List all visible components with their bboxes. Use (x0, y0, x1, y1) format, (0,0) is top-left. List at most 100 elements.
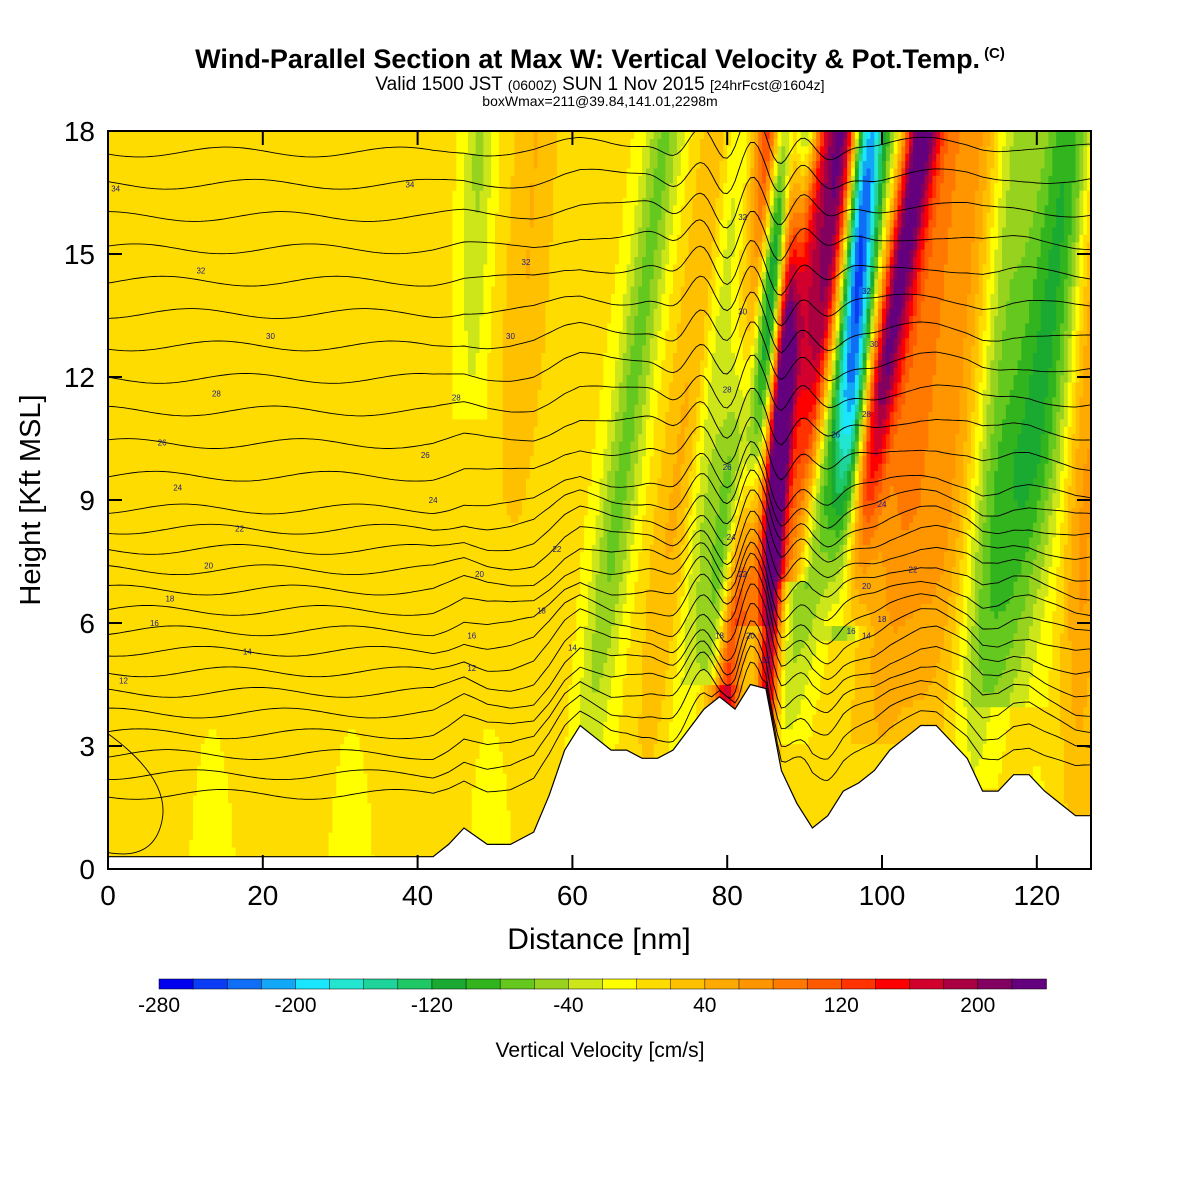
velocity-cell (174, 758, 178, 766)
velocity-cell (127, 839, 131, 847)
velocity-cell (224, 330, 228, 338)
velocity-cell (240, 515, 244, 523)
velocity-cell (127, 411, 131, 419)
velocity-cell (282, 677, 286, 685)
velocity-cell (178, 493, 182, 501)
velocity-cell (154, 596, 158, 604)
velocity-cell (286, 293, 290, 301)
velocity-cell (243, 729, 247, 737)
velocity-cell (174, 544, 178, 552)
velocity-cell (228, 256, 232, 264)
velocity-cell (127, 448, 131, 456)
velocity-cell (255, 603, 259, 611)
velocity-cell (127, 685, 131, 693)
velocity-cell (112, 478, 116, 486)
velocity-cell (127, 478, 131, 486)
velocity-cell (259, 411, 263, 419)
velocity-cell (286, 803, 290, 811)
velocity-cell (278, 138, 282, 146)
velocity-cell (271, 788, 275, 796)
velocity-cell (193, 810, 197, 818)
velocity-cell (290, 810, 294, 818)
velocity-cell (251, 744, 255, 752)
velocity-cell (197, 434, 201, 442)
velocity-cell (112, 434, 116, 442)
velocity-cell (290, 574, 294, 582)
velocity-cell (228, 685, 232, 693)
velocity-cell (251, 596, 255, 604)
velocity-cell (189, 168, 193, 176)
velocity-cell (278, 574, 282, 582)
velocity-cell (240, 485, 244, 493)
velocity-cell (116, 500, 120, 508)
velocity-cell (286, 441, 290, 449)
velocity-cell (232, 714, 236, 722)
velocity-cell (151, 463, 155, 471)
velocity-cell (185, 146, 189, 154)
velocity-cell (116, 648, 120, 656)
velocity-cell (286, 611, 290, 619)
velocity-cell (286, 301, 290, 309)
velocity-cell (201, 360, 205, 368)
velocity-cell (162, 330, 166, 338)
velocity-cell (147, 537, 151, 545)
velocity-cell (166, 810, 170, 818)
velocity-cell (135, 227, 139, 235)
velocity-cell (224, 389, 228, 397)
velocity-cell (123, 522, 127, 530)
velocity-cell (158, 810, 162, 818)
velocity-cell (127, 389, 131, 397)
velocity-cell (151, 685, 155, 693)
velocity-cell (278, 279, 282, 287)
velocity-cell (197, 345, 201, 353)
velocity-cell (224, 574, 228, 582)
velocity-cell (228, 434, 232, 442)
velocity-cell (162, 618, 166, 626)
velocity-cell (147, 419, 151, 427)
velocity-cell (197, 463, 201, 471)
velocity-cell (151, 530, 155, 538)
velocity-cell (174, 234, 178, 242)
velocity-cell (178, 131, 182, 139)
velocity-cell (274, 677, 278, 685)
velocity-cell (143, 264, 147, 272)
velocity-cell (267, 323, 271, 331)
velocity-cell (274, 803, 278, 811)
velocity-cell (274, 736, 278, 744)
velocity-cell (216, 463, 220, 471)
velocity-cell (290, 286, 294, 294)
velocity-cell (278, 780, 282, 788)
velocity-cell (158, 426, 162, 434)
velocity-cell (212, 729, 216, 737)
velocity-cell (185, 205, 189, 213)
velocity-cell (120, 758, 124, 766)
velocity-cell (127, 618, 131, 626)
velocity-cell (197, 744, 201, 752)
velocity-cell (112, 721, 116, 729)
velocity-cell (147, 264, 151, 272)
velocity-cell (224, 279, 228, 287)
velocity-cell (151, 552, 155, 560)
velocity-cell (294, 522, 298, 530)
velocity-cell (232, 500, 236, 508)
velocity-cell (224, 662, 228, 670)
velocity-cell (205, 419, 209, 427)
velocity-cell (139, 699, 143, 707)
velocity-cell (212, 507, 216, 515)
velocity-cell (278, 234, 282, 242)
velocity-cell (290, 308, 294, 316)
velocity-cell (112, 648, 116, 656)
velocity-cell (274, 249, 278, 257)
velocity-cell (236, 744, 240, 752)
velocity-cell (112, 566, 116, 574)
velocity-cell (220, 744, 224, 752)
velocity-cell (182, 736, 186, 744)
velocity-cell (120, 256, 124, 264)
velocity-cell (212, 825, 216, 833)
velocity-cell (189, 648, 193, 656)
velocity-cell (294, 197, 298, 205)
velocity-cell (271, 832, 275, 840)
velocity-cell (116, 817, 120, 825)
velocity-cell (197, 847, 201, 855)
velocity-cell (228, 677, 232, 685)
